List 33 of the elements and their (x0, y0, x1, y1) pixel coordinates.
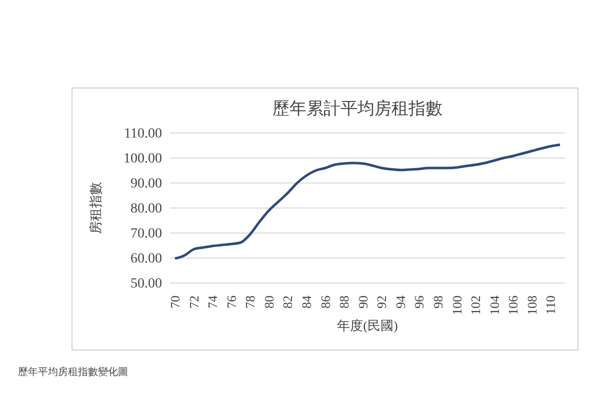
x-tick-label: 88 (336, 296, 352, 308)
chart-title: 歷年累計平均房租指數 (272, 99, 442, 118)
x-tick-label: 76 (224, 295, 239, 308)
x-tick-label: 108 (524, 296, 540, 315)
x-tick-label: 90 (355, 296, 370, 308)
x-tick-label: 110 (543, 296, 558, 315)
x-tick-label: 70 (168, 296, 183, 308)
x-tick-label: 98 (430, 296, 446, 308)
x-tick-label: 86 (318, 295, 333, 308)
y-tick-label: 60.00 (130, 251, 162, 266)
x-tick-label: 74 (205, 295, 220, 308)
x-tick-label: 106 (506, 295, 521, 315)
y-tick-label: 70.00 (130, 226, 162, 242)
x-tick-label: 82 (280, 296, 296, 308)
x-tick-label: 92 (374, 296, 390, 308)
y-tick-label: 90.00 (130, 176, 162, 192)
text: 歷年平均房租指數變化圖 (18, 366, 128, 378)
x-tick-label: 96 (412, 295, 427, 308)
x-tick-label: 84 (299, 295, 314, 308)
x-tick-label: 104 (486, 295, 502, 315)
y-axis-title: 房租指數 (88, 182, 103, 234)
y-tick-label: 110.00 (124, 126, 162, 142)
line-series (174, 144, 562, 260)
x-tick-label: 102 (468, 296, 484, 315)
x-axis-title: 年度(民國) (337, 318, 398, 333)
x-tick-label: 94 (392, 295, 408, 308)
y-tick-label: 100.00 (124, 151, 162, 166)
y-tick-label: 50.00 (130, 276, 162, 292)
y-tick-label: 80.00 (130, 201, 162, 216)
x-tick-label: 78 (242, 296, 258, 308)
x-tick-label: 100 (449, 296, 464, 315)
x-tick-label: 80 (261, 296, 276, 308)
x-tick-label: 72 (186, 296, 202, 308)
